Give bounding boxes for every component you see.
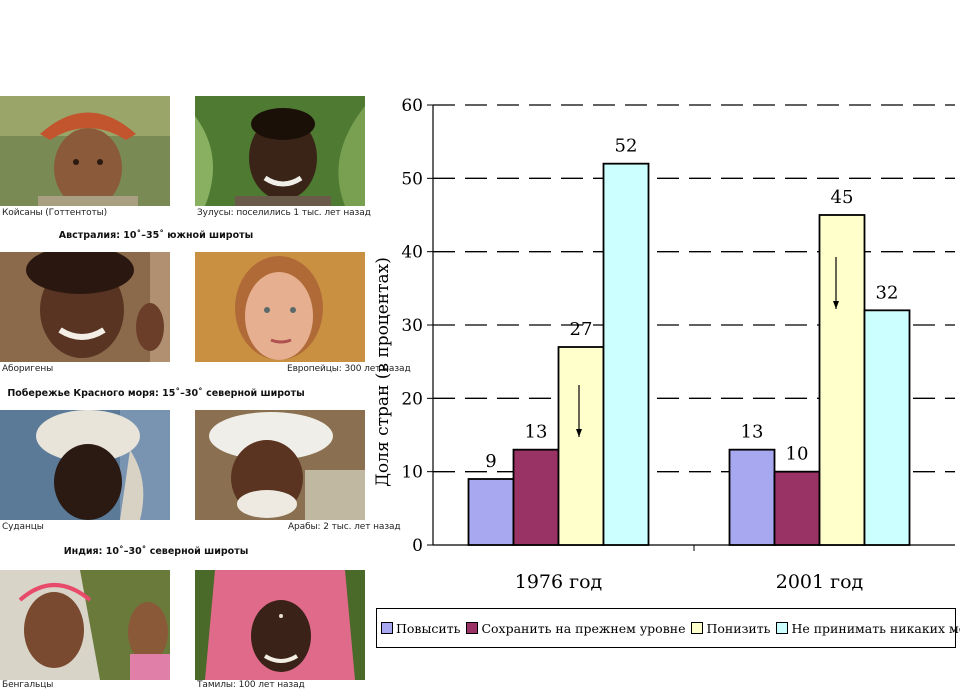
y-tick-label: 20 <box>401 389 423 409</box>
photo-zulu <box>195 96 365 206</box>
region-label: Побережье Красного моря: 15˚–30˚ северно… <box>7 388 305 399</box>
region-label: Австралия: 10˚–35˚ южной широты <box>58 230 254 241</box>
y-axis-title: Доля стран (в процентах) <box>373 257 393 487</box>
data-label: 27 <box>570 319 593 340</box>
y-tick-label: 40 <box>401 243 423 263</box>
legend-item: Сохранить на прежнем уровне <box>466 621 685 636</box>
legend-label: Повысить <box>396 620 461 636</box>
bar <box>512 448 560 546</box>
bar <box>773 470 821 546</box>
data-label: 9 <box>485 451 496 472</box>
down-arrow-head <box>833 301 839 309</box>
y-tick-label: 50 <box>401 169 423 189</box>
legend-label: Не принимать никаких мер <box>791 620 960 636</box>
legend-item: Повысить <box>381 621 460 636</box>
legend-item: Не принимать никаких мер <box>776 621 960 636</box>
photo-caption: Зулусы: поселились 1 тыс. лет назад <box>197 208 371 218</box>
legend-item: Понизить <box>691 621 770 636</box>
bars-layer <box>467 162 911 546</box>
bar-chart: 0 10 20 30 40 50 60 9 13 27 52 1976 год 13 10 45 32 2001… <box>373 96 955 593</box>
photo-aborigine <box>0 252 170 362</box>
data-label: 13 <box>741 422 764 443</box>
photo-caption: Арабы: 2 тыс. лет назад <box>288 522 401 532</box>
legend-swatch <box>691 622 704 634</box>
bar <box>467 478 515 546</box>
x-category-label: 1976 год <box>515 571 603 593</box>
photo-caption: Бенгальцы <box>2 680 54 690</box>
photo-caption: Койсаны (Готтентоты) <box>2 208 108 218</box>
legend-swatch <box>381 622 393 634</box>
legend-swatch <box>776 622 789 634</box>
y-tick-label: 0 <box>412 536 423 556</box>
legend-label: Сохранить на прежнем уровне <box>481 620 686 636</box>
x-category-label: 2001 год <box>776 571 864 593</box>
photo-caption: Тамилы: 100 лет назад <box>197 680 305 690</box>
legend-label: Понизить <box>706 620 771 636</box>
photo-caption: Европейцы: 300 лет назад <box>287 364 411 374</box>
bar <box>557 346 605 546</box>
bar <box>863 309 911 546</box>
bar <box>728 448 776 546</box>
photo-caption: Суданцы <box>2 522 44 532</box>
down-arrow-head <box>576 429 582 437</box>
labels-layer: 0 10 20 30 40 50 60 9 13 27 52 1976 год 13 10 45 32 2001… <box>401 96 898 593</box>
data-label: 32 <box>876 282 899 303</box>
photo-sudanese <box>0 410 170 520</box>
data-label: 13 <box>525 422 548 443</box>
chart-legend: Повысить Сохранить на прежнем уровне Пон… <box>376 608 960 648</box>
region-label: Индия: 10˚–30˚ северной широты <box>63 546 249 557</box>
photo-european <box>195 252 365 362</box>
photo-arab <box>195 410 365 520</box>
photo-khoisan <box>0 96 170 206</box>
y-tick-label: 60 <box>401 96 423 116</box>
photo-bengali <box>0 570 170 680</box>
y-tick-label: 10 <box>401 463 423 483</box>
bar <box>818 214 866 546</box>
photo-tamil <box>195 570 365 680</box>
photo-caption: Аборигены <box>2 364 54 374</box>
data-label: 10 <box>786 444 809 465</box>
bar <box>602 162 650 546</box>
y-tick-label: 30 <box>401 316 423 336</box>
photo-panel: Койсаны (Готтентоты) Зулусы: поселились … <box>0 96 411 700</box>
legend-swatch <box>466 622 479 634</box>
data-label: 52 <box>615 136 638 157</box>
data-label: 45 <box>831 187 854 208</box>
